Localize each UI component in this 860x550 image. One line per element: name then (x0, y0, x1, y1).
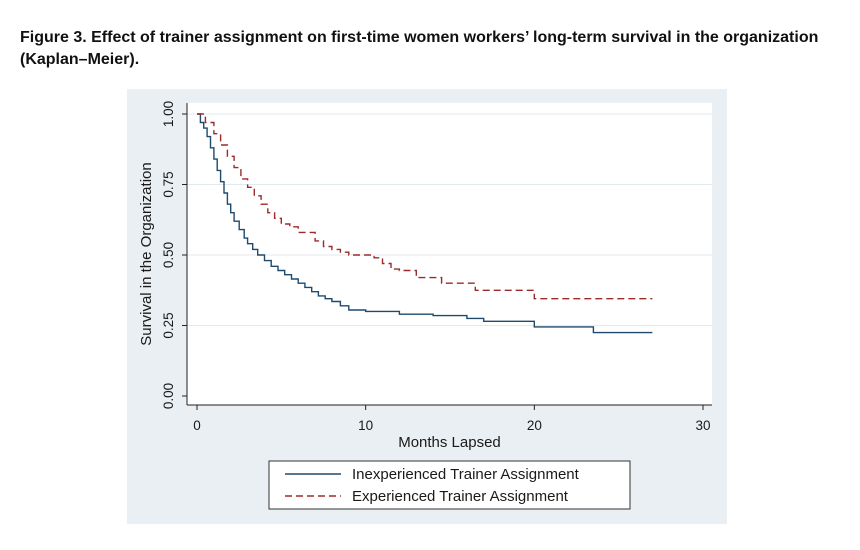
ticks: 0.00 0.25 0.50 0.75 1.00 0 10 20 30 (161, 101, 711, 433)
y-tick-label: 0.75 (161, 171, 176, 197)
gridlines (187, 113, 712, 326)
x-axis-title: Months Lapsed (398, 434, 501, 451)
x-tick-label: 0 (193, 418, 201, 433)
x-tick-label: 20 (527, 418, 542, 433)
y-tick-label: 0.25 (161, 312, 176, 338)
x-tick-label: 30 (695, 418, 710, 433)
series-lines (197, 113, 653, 334)
series-line-inexperienced (197, 113, 653, 334)
legend-label-experienced: Experienced Trainer Assignment (352, 488, 569, 505)
legend: Inexperienced Trainer Assignment Experie… (268, 460, 631, 510)
y-tick-label: 0.50 (161, 242, 176, 268)
x-tick-label: 10 (358, 418, 373, 433)
legend-label-inexperienced: Inexperienced Trainer Assignment (352, 466, 580, 483)
series-line-experienced (197, 113, 653, 300)
plot-area (187, 103, 712, 405)
axes (186, 103, 712, 406)
figure-caption: Figure 3. Effect of trainer assignment o… (20, 29, 819, 68)
y-axis-title: Survival in the Organization (138, 162, 155, 345)
y-tick-label: 0.00 (161, 383, 176, 409)
legend-box (268, 460, 631, 510)
y-tick-label: 1.00 (161, 101, 176, 127)
